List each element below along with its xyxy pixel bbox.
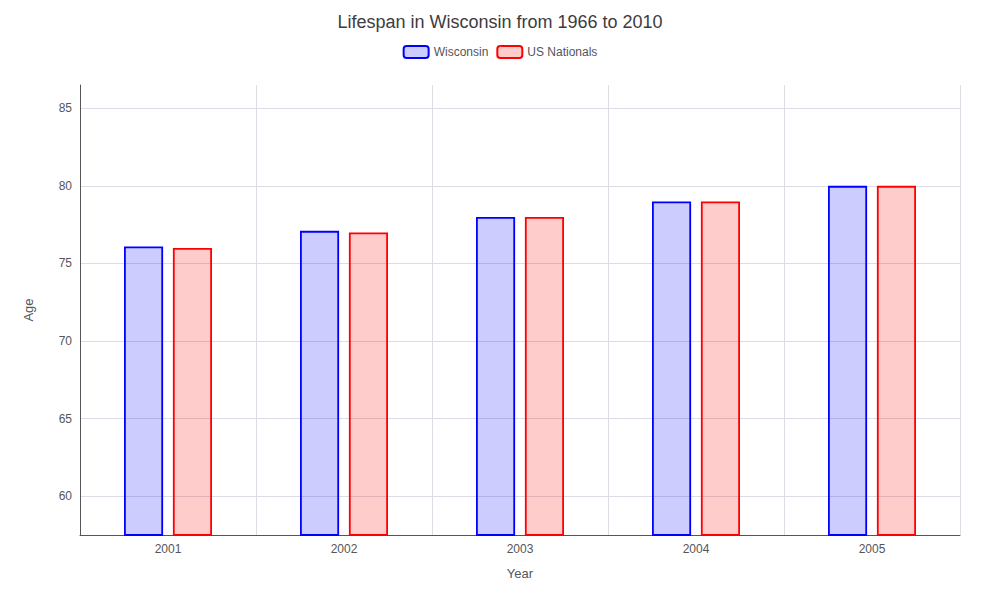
svg-text:65: 65 [59,412,73,426]
svg-text:Age: Age [21,298,36,321]
svg-text:2002: 2002 [331,542,358,556]
svg-text:2003: 2003 [507,542,534,556]
svg-text:Year: Year [507,566,534,581]
svg-text:60: 60 [59,489,73,503]
svg-text:Lifespan in Wisconsin from 196: Lifespan in Wisconsin from 1966 to 2010 [337,12,662,32]
svg-text:US Nationals: US Nationals [527,45,597,59]
svg-text:80: 80 [59,179,73,193]
svg-text:Wisconsin: Wisconsin [434,45,489,59]
svg-text:70: 70 [59,334,73,348]
svg-text:2001: 2001 [155,542,182,556]
svg-text:85: 85 [59,101,73,115]
svg-text:2004: 2004 [683,542,710,556]
svg-text:75: 75 [59,256,73,270]
svg-text:2005: 2005 [859,542,886,556]
